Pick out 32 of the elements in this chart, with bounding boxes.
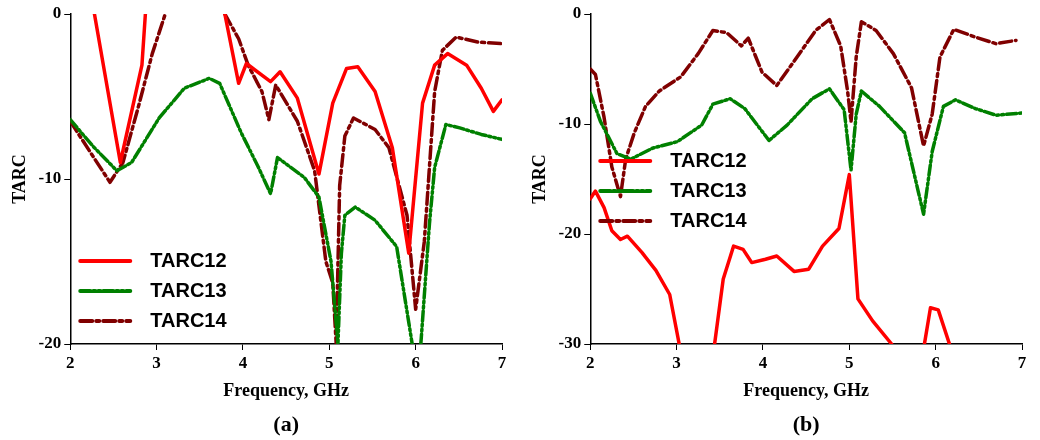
legend-label: TARC13	[150, 278, 227, 301]
y-tick-label: -20	[558, 223, 582, 243]
legend-label: TARC13	[670, 178, 747, 201]
x-tick-label: 3	[672, 352, 681, 372]
legend-label: TARC14	[670, 208, 748, 231]
x-tick-label: 4	[238, 352, 248, 372]
x-tick-label: 2	[66, 352, 75, 372]
x-tick-label: 7	[1017, 352, 1027, 372]
y-tick-label: 0	[572, 3, 582, 23]
y-tick-label: -10	[558, 113, 582, 133]
line-series	[590, 17, 1018, 199]
x-tick-label: 4	[758, 352, 768, 372]
x-tick-label: 7	[497, 352, 507, 372]
legend-label: TARC12	[150, 248, 227, 271]
text: (a)	[273, 410, 299, 436]
x-axis-title: Frequency, GHz	[743, 379, 869, 400]
x-tick-label: 2	[586, 352, 595, 372]
x-tick-label: 5	[845, 352, 854, 372]
legend-label: TARC12	[670, 148, 747, 171]
y-axis-title: TARC	[529, 154, 550, 204]
text: (b)	[792, 410, 820, 436]
y-tick-label: -20	[38, 333, 62, 353]
x-tick-label: 3	[152, 352, 161, 372]
y-axis-title: TARC	[9, 154, 30, 204]
x-tick-label: 6	[931, 352, 940, 372]
y-tick-label: -10	[38, 168, 62, 188]
legend-label: TARC14	[150, 308, 228, 331]
x-axis-title: Frequency, GHz	[223, 379, 349, 400]
y-tick-label: -30	[558, 333, 582, 353]
x-tick-label: 6	[411, 352, 420, 372]
y-tick-label: 0	[52, 3, 62, 23]
x-tick-label: 5	[325, 352, 334, 372]
